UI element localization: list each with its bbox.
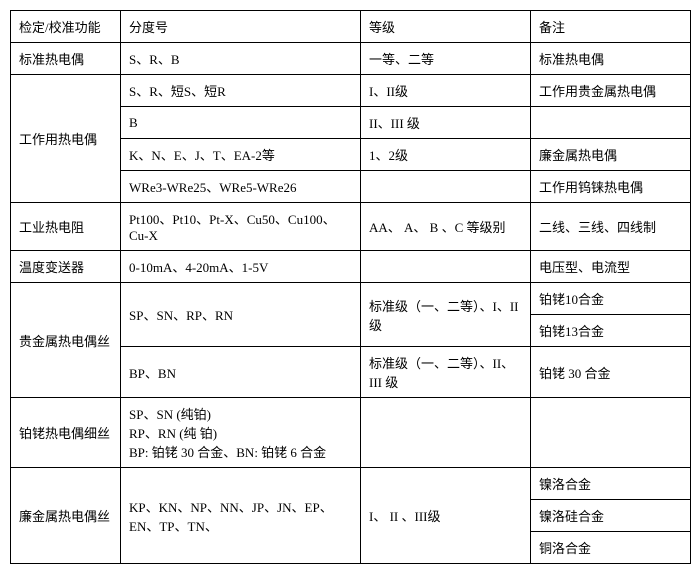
col-header-grade: 等级 [361,11,531,43]
cell-function: 铂铑热电偶细丝 [11,398,121,468]
cell-function: 贵金属热电偶丝 [11,283,121,398]
cell-remark [531,398,691,468]
cell-remark: 工作用钨铼热电偶 [531,171,691,203]
cell-type: K、N、E、J、T、EA-2等 [121,139,361,171]
cell-type: SP、SN、RP、RN [121,283,361,347]
table-row: 标准热电偶 S、R、B 一等、二等 标准热电偶 [11,43,691,75]
cell-function: 廉金属热电偶丝 [11,468,121,564]
cell-remark: 二线、三线、四线制 [531,203,691,251]
cell-type: B [121,107,361,139]
cell-grade: 标准级（一、二等）、I、II级 [361,283,531,347]
cell-remark: 工作用贵金属热电偶 [531,75,691,107]
cell-grade: 标准级（一、二等）、II、 III 级 [361,347,531,398]
cell-function: 工业热电阻 [11,203,121,251]
table-row: 铂铑热电偶细丝 SP、SN (纯铂) RP、RN (纯 铂) BP: 铂铑 30… [11,398,691,468]
cell-type: WRe3-WRe25、WRe5-WRe26 [121,171,361,203]
cell-remark: 电压型、电流型 [531,251,691,283]
table-row: 廉金属热电偶丝 KP、KN、NP、NN、JP、JN、EP、EN、TP、TN、 I… [11,468,691,500]
cell-type: KP、KN、NP、NN、JP、JN、EP、EN、TP、TN、 [121,468,361,564]
cell-remark: 廉金属热电偶 [531,139,691,171]
cell-remark: 镍洛合金 [531,468,691,500]
cell-grade: I、 II 、III级 [361,468,531,564]
cell-remark [531,107,691,139]
col-header-remark: 备注 [531,11,691,43]
cell-grade: I、II级 [361,75,531,107]
cell-grade: II、III 级 [361,107,531,139]
cell-remark: 铂铑13合金 [531,315,691,347]
cell-grade [361,251,531,283]
cell-type: S、R、B [121,43,361,75]
cell-remark: 铂铑10合金 [531,283,691,315]
cell-type: SP、SN (纯铂) RP、RN (纯 铂) BP: 铂铑 30 合金、BN: … [121,398,361,468]
table-row: 工作用热电偶 S、R、短S、短R I、II级 工作用贵金属热电偶 [11,75,691,107]
cell-type: S、R、短S、短R [121,75,361,107]
cell-function: 温度变送器 [11,251,121,283]
cell-function: 工作用热电偶 [11,75,121,203]
col-header-type: 分度号 [121,11,361,43]
cell-type: Pt100、Pt10、Pt-X、Cu50、Cu100、Cu-X [121,203,361,251]
cell-grade: 1、2级 [361,139,531,171]
table-row: 工业热电阻 Pt100、Pt10、Pt-X、Cu50、Cu100、Cu-X AA… [11,203,691,251]
spec-table: 检定/校准功能 分度号 等级 备注 标准热电偶 S、R、B 一等、二等 标准热电… [10,10,691,564]
col-header-function: 检定/校准功能 [11,11,121,43]
cell-grade [361,171,531,203]
cell-remark: 铜洛合金 [531,532,691,564]
cell-remark: 标准热电偶 [531,43,691,75]
cell-type: BP、BN [121,347,361,398]
cell-grade [361,398,531,468]
cell-remark: 铂铑 30 合金 [531,347,691,398]
cell-grade: 一等、二等 [361,43,531,75]
cell-function: 标准热电偶 [11,43,121,75]
table-row: 温度变送器 0-10mA、4-20mA、1-5V 电压型、电流型 [11,251,691,283]
header-row: 检定/校准功能 分度号 等级 备注 [11,11,691,43]
cell-type: 0-10mA、4-20mA、1-5V [121,251,361,283]
table-row: 贵金属热电偶丝 SP、SN、RP、RN 标准级（一、二等）、I、II级 铂铑10… [11,283,691,315]
cell-grade: AA、 A、 B 、C 等级别 [361,203,531,251]
